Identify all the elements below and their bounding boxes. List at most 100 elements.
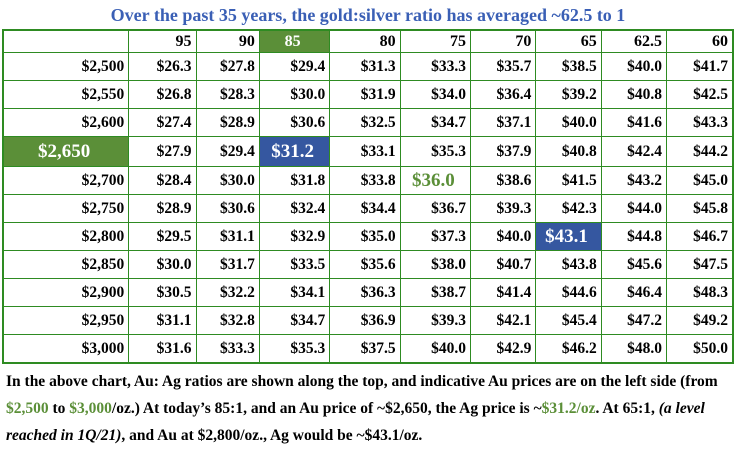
silver-price: $39.2 [535, 80, 602, 109]
silver-price: $36.3 [329, 278, 401, 307]
table-row: $2,500 $26.3 $27.8 $29.4 $31.3 $33.3 $35.7 $38.… [2, 52, 734, 81]
ratio-header: 80 [329, 29, 401, 53]
silver-price: $30.6 [258, 108, 331, 137]
price-label: $2,600 [2, 108, 130, 137]
price-label: $2,750 [2, 194, 130, 223]
silver-price: $41.4 [470, 278, 537, 307]
silver-price: $42.4 [600, 136, 668, 167]
footnote-text: In the above chart, Au: Ag ratios are sh… [6, 373, 718, 390]
silver-price: $45.6 [600, 250, 668, 279]
silver-price: $41.6 [600, 108, 668, 137]
silver-price: $32.5 [329, 108, 401, 137]
silver-price: $47.2 [600, 306, 668, 335]
silver-price: $37.3 [399, 222, 472, 251]
footnote-highlight: $2,500 [6, 400, 49, 417]
footnote-text: to [48, 400, 70, 417]
silver-price: $40.0 [535, 108, 602, 137]
silver-price: $33.8 [329, 166, 401, 195]
ratio-header: 65 [535, 29, 602, 53]
silver-price: $43.8 [535, 250, 602, 279]
silver-price: $45.0 [666, 166, 734, 195]
silver-price: $42.3 [535, 194, 602, 223]
silver-price: $35.3 [258, 334, 331, 364]
silver-price: $36.4 [470, 80, 537, 109]
table-row: $2,600 $27.4 $28.9 $30.6 $32.5 $34.7 $37.1 $40.… [2, 108, 734, 137]
silver-price: $30.0 [128, 250, 197, 279]
silver-price: $44.8 [600, 222, 668, 251]
silver-price: $34.1 [258, 278, 331, 307]
silver-price: $44.6 [535, 278, 602, 307]
footnote-highlight: $31.2/oz [541, 400, 596, 417]
silver-price: $33.5 [258, 250, 331, 279]
silver-price: $42.5 [666, 80, 734, 109]
silver-price: $30.0 [195, 166, 260, 195]
silver-price: $38.7 [399, 278, 472, 307]
silver-price: $31.8 [258, 166, 331, 195]
silver-price: $34.7 [258, 306, 331, 335]
price-label: $2,500 [2, 52, 130, 81]
ratio-header: 60 [666, 29, 734, 53]
silver-price: $41.7 [666, 52, 734, 81]
price-label: $2,550 [2, 80, 130, 109]
ratio-header: 95 [128, 29, 197, 53]
silver-price: $28.9 [128, 194, 197, 223]
silver-price: $26.3 [128, 52, 197, 81]
table-row: 95 90 85 80 75 70 65 62.5 60 [2, 29, 734, 53]
silver-price: $48.3 [666, 278, 734, 307]
silver-price: $35.7 [470, 52, 537, 81]
silver-price: $43.2 [600, 166, 668, 195]
silver-price: $40.0 [470, 222, 537, 251]
table-row: $2,550 $26.8 $28.3 $30.0 $31.9 $34.0 $36.4 $39.… [2, 80, 734, 109]
silver-price: $30.5 [128, 278, 197, 307]
silver-price: $33.3 [195, 334, 260, 364]
silver-price: $33.1 [329, 136, 401, 167]
silver-price: $37.1 [470, 108, 537, 137]
silver-price: $31.3 [329, 52, 401, 81]
table-row: $3,000 $31.6 $33.3 $35.3 $37.5 $40.0 $42.9 $46.… [2, 334, 734, 364]
silver-price: $43.3 [666, 108, 734, 137]
silver-price: $38.5 [535, 52, 602, 81]
silver-price: $34.7 [399, 108, 472, 137]
ratio-header: 70 [470, 29, 537, 53]
silver-price: $44.2 [666, 136, 734, 167]
silver-price: $44.0 [600, 194, 668, 223]
silver-price: $29.4 [258, 52, 331, 81]
silver-price: $37.5 [329, 334, 401, 364]
silver-price: $30.6 [195, 194, 260, 223]
silver-price: $31.1 [195, 222, 260, 251]
silver-price: $35.3 [399, 136, 472, 167]
ratio-header: 75 [399, 29, 472, 53]
silver-price: $41.5 [535, 166, 602, 195]
silver-price: $33.3 [399, 52, 472, 81]
footnote-highlight: $3,000 [69, 400, 112, 417]
silver-price: $40.7 [470, 250, 537, 279]
silver-price: $32.8 [195, 306, 260, 335]
silver-price: $42.1 [470, 306, 537, 335]
silver-price: $35.6 [329, 250, 401, 279]
silver-price: $29.4 [195, 136, 260, 167]
table-row: $2,750 $28.9 $30.6 $32.4 $34.4 $36.7 $39.3 $42.… [2, 194, 734, 223]
price-label: $2,700 [2, 166, 130, 195]
silver-price: $46.7 [666, 222, 734, 251]
silver-price: $27.4 [128, 108, 197, 137]
silver-price: $32.9 [258, 222, 331, 251]
silver-price: $48.0 [600, 334, 668, 364]
table-row: $2,950 $31.1 $32.8 $34.7 $36.9 $39.3 $42.1 $45.… [2, 306, 734, 335]
table-row: $2,800 $29.5 $31.1 $32.9 $35.0 $37.3 $40.0 $43.… [2, 222, 734, 251]
silver-price: $36.7 [399, 194, 472, 223]
silver-price: $43.1 [535, 222, 602, 251]
silver-price: $49.2 [666, 306, 734, 335]
silver-price: $31.6 [128, 334, 197, 364]
silver-price: $27.9 [128, 136, 197, 167]
ratio-header: 85 [258, 29, 331, 53]
silver-price: $39.3 [399, 306, 472, 335]
price-label: $3,000 [2, 334, 130, 364]
table-row: $2,700 $28.4 $30.0 $31.8 $33.8 $36.0 $38.6 $41.… [2, 166, 734, 195]
corner-cell [2, 29, 130, 53]
silver-price: $28.9 [195, 108, 260, 137]
silver-price: $42.9 [470, 334, 537, 364]
silver-price: $31.1 [128, 306, 197, 335]
ratio-table: 95 90 85 80 75 70 65 62.5 60 $2,500 $26.3 $27.8 $29.… [2, 29, 734, 364]
silver-price: $28.4 [128, 166, 197, 195]
